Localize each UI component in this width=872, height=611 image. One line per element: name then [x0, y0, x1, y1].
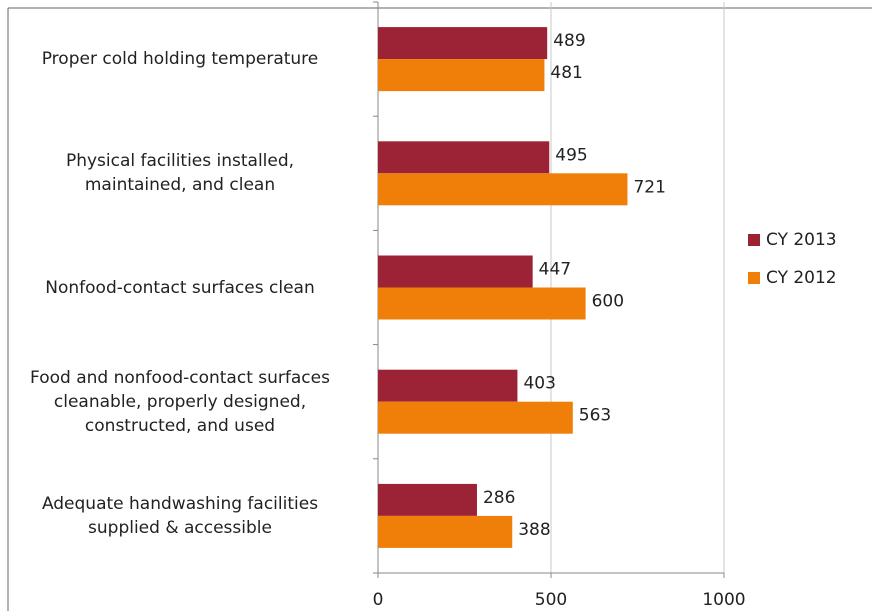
- y-tick-label: Nonfood-contact surfaces clean: [45, 277, 315, 298]
- x-tick-label: 0: [373, 590, 384, 610]
- value-label: 388: [518, 520, 550, 540]
- legend-label: CY 2013: [766, 230, 837, 250]
- value-label: 447: [539, 260, 571, 280]
- bar: [378, 59, 545, 92]
- x-tick-label: 500: [535, 590, 567, 610]
- value-label: 489: [553, 31, 585, 51]
- value-label: 600: [592, 292, 624, 312]
- value-label: 721: [633, 177, 665, 197]
- bar: [378, 173, 628, 206]
- bar: [378, 369, 518, 402]
- x-tick-label: 1000: [702, 590, 745, 610]
- bar: [378, 141, 550, 174]
- value-label: 563: [579, 406, 611, 426]
- bar: [378, 255, 533, 288]
- value-label: 481: [550, 63, 582, 83]
- y-tick-label: Adequate handwashing facilities supplied…: [41, 493, 319, 538]
- value-label: 286: [483, 488, 515, 508]
- bar: [378, 287, 586, 320]
- bar: [378, 27, 548, 60]
- value-label: 495: [555, 145, 587, 165]
- bar: [378, 401, 573, 434]
- legend-swatch: [748, 272, 760, 284]
- y-tick-label: Food and nonfood-contact surfaces cleana…: [30, 367, 330, 436]
- y-tick-label: Proper cold holding temperature: [41, 49, 319, 70]
- y-tick-label: Physical facilities installed, maintaine…: [65, 151, 295, 196]
- legend-label: CY 2012: [766, 268, 837, 288]
- bar: [378, 515, 513, 548]
- legend-swatch: [748, 234, 760, 246]
- bar: [378, 483, 477, 516]
- value-label: 403: [523, 374, 555, 394]
